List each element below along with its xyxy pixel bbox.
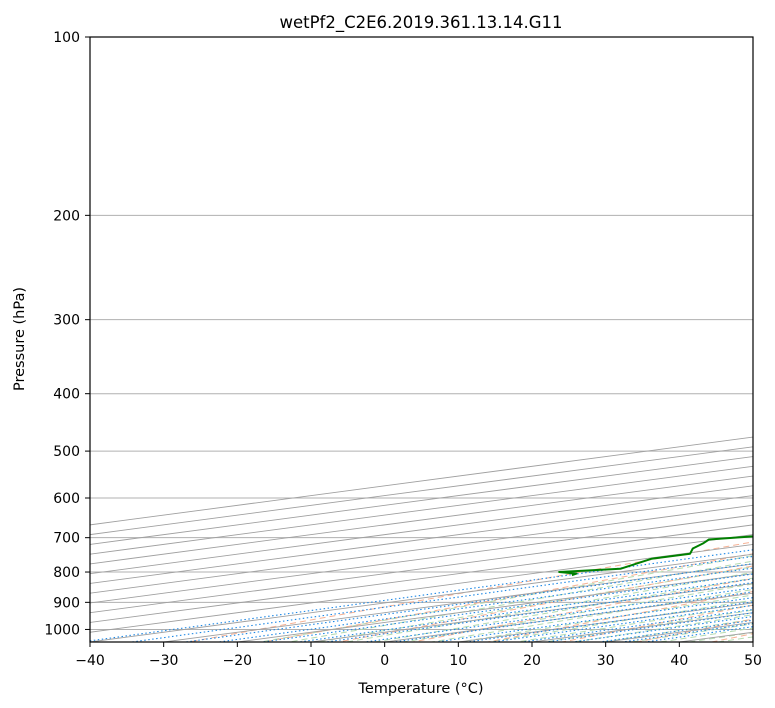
mixing-ratio-line (488, 604, 753, 642)
moist-adiabat-line (257, 555, 753, 642)
y-tick-label: 400 (53, 387, 80, 403)
x-tick-label: 50 (744, 653, 762, 669)
x-tick-label: 0 (380, 653, 389, 669)
dry-adiabat-line (410, 578, 753, 642)
dry-adiabat-line (559, 604, 753, 642)
isotherm-line (754, 0, 775, 652)
isotherm-line (90, 475, 753, 565)
y-tick-label: 300 (53, 313, 80, 329)
isotherm-line (749, 641, 753, 642)
mixing-ratio-line (258, 573, 753, 642)
x-axis-label: Temperature (°C) (357, 681, 483, 697)
mixing-ratio-line (361, 587, 753, 642)
chart-title: wetPf2_C2E6.2019.361.13.14.G11 (279, 13, 562, 33)
x-tick-label: 30 (597, 653, 615, 669)
x-tick-label: 10 (449, 653, 467, 669)
moist-adiabat-line (627, 623, 753, 642)
y-tick-label: 700 (53, 531, 80, 547)
moist-adiabat-line (399, 583, 753, 642)
plot-frame (89, 36, 754, 643)
y-tick-label: 200 (53, 208, 80, 224)
x-tick-label: −40 (75, 653, 105, 669)
isotherm-line (90, 456, 753, 545)
x-tick-label: −20 (223, 653, 253, 669)
moist-adiabat-line (484, 599, 753, 642)
mixing-ratio-line (432, 597, 753, 642)
isotherm-line (602, 622, 753, 642)
moist-adiabat-line (598, 618, 753, 642)
mixing-ratio-line (127, 555, 753, 642)
mixing-ratio-line (90, 549, 753, 642)
y-tick-label: 800 (53, 565, 80, 581)
x-tick-label: 20 (523, 653, 541, 669)
moist-adiabat-line (314, 566, 753, 642)
isotherm-line (160, 563, 753, 642)
isotherm-line (90, 485, 753, 575)
x-tick-label: −10 (296, 653, 326, 669)
isotherm-line (307, 582, 753, 642)
x-tick-label: −30 (149, 653, 179, 669)
isotherm-line (90, 514, 753, 604)
isotherms (90, 0, 775, 652)
moist-adiabat-line (656, 627, 753, 642)
dry-adiabat-line (484, 591, 753, 642)
isotherm-line (90, 504, 753, 594)
y-tick-label: 900 (53, 595, 80, 611)
isotherm-line (454, 602, 753, 642)
mixing-ratio-line (463, 601, 753, 642)
x-axis: −40 −30 −20 −10 0 10 20 30 40 50 (75, 642, 762, 669)
dry-adiabat-line (260, 553, 753, 642)
y-tick-label: 600 (53, 491, 80, 507)
dewpoint-profile (558, 535, 753, 577)
moist-adiabat-line (570, 614, 753, 642)
sounding-profiles (558, 535, 753, 577)
isotherm-line (90, 495, 753, 584)
x-tick-label: 40 (670, 653, 688, 669)
y-axis: 100 200 300 400 500 600 700 800 900 1000 (44, 30, 90, 638)
moist-adiabat-line (513, 604, 753, 642)
isotherm-line (381, 592, 753, 642)
y-tick-label: 500 (53, 444, 80, 460)
moist-adiabats (257, 555, 753, 642)
isotherm-line (528, 612, 753, 642)
moist-adiabat-line (428, 588, 753, 642)
mixing-ratio-line (390, 591, 753, 642)
isotherm-line (90, 553, 753, 642)
isotherm-line (90, 524, 753, 614)
mixing-ratio-lines (90, 549, 753, 642)
y-tick-label: 100 (53, 30, 80, 46)
dry-adiabat-line (335, 565, 753, 642)
isotherm-line (90, 465, 753, 555)
y-tick-label: 1000 (44, 622, 80, 638)
moist-adiabat-line (343, 571, 753, 642)
moist-adiabat-line (456, 594, 753, 642)
y-axis-label: Pressure (hPa) (12, 287, 28, 391)
